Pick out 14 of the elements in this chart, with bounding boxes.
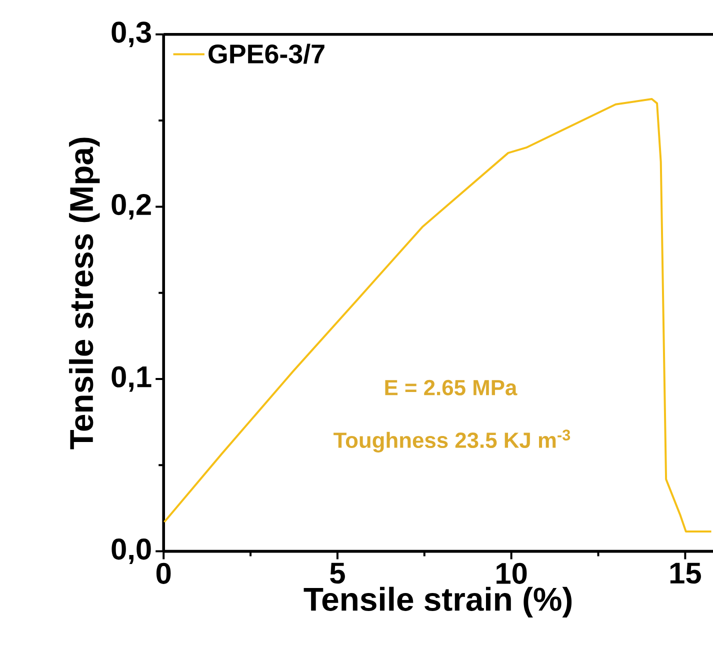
line-series <box>163 98 712 532</box>
x-axis-title: Tensile strain (%) <box>304 586 572 618</box>
legend-label: GPE6-3/7 <box>208 44 324 64</box>
x-tick-label: 5 <box>330 562 345 584</box>
y-tick-label: 0,1 <box>112 366 152 392</box>
y-tick-label: 0,2 <box>112 194 151 220</box>
x-tick-label: 0 <box>156 562 171 584</box>
x-tick-label: 10 <box>496 562 527 584</box>
y-tick-label: 0,0 <box>112 538 151 564</box>
annotation: E = 2.65 MPa <box>385 380 518 396</box>
y-tick-label: 0,3 <box>112 22 152 48</box>
x-tick-label: 15 <box>670 562 701 584</box>
annotation: Toughness 23.5 KJ m$^{-3}$ <box>334 430 570 452</box>
y-axis-title: Tensile stress (Mpa) <box>69 138 100 450</box>
